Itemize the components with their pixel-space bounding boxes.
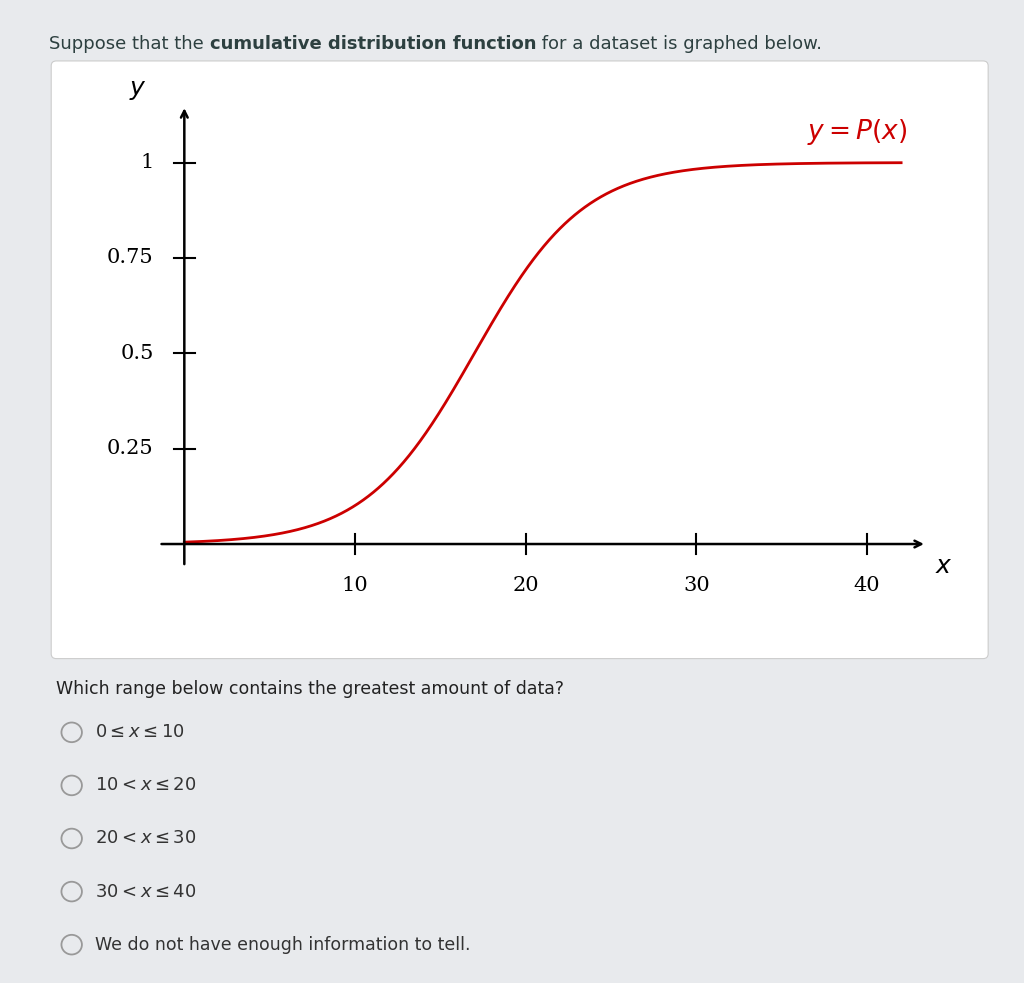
Text: Which range below contains the greatest amount of data?: Which range below contains the greatest … [56,680,564,698]
Text: 0.5: 0.5 [120,344,154,363]
Text: We do not have enough information to tell.: We do not have enough information to tel… [95,936,471,954]
Text: 30: 30 [683,576,710,596]
Text: $30 < x \leq 40$: $30 < x \leq 40$ [95,883,197,900]
Text: $x$: $x$ [935,555,953,578]
Text: 40: 40 [854,576,881,596]
Text: 0.75: 0.75 [106,249,154,267]
Text: $0 \leq x \leq 10$: $0 \leq x \leq 10$ [95,723,185,741]
Text: 20: 20 [512,576,539,596]
Text: $y = P(x)$: $y = P(x)$ [807,117,907,147]
Text: $20 < x \leq 30$: $20 < x \leq 30$ [95,830,197,847]
Text: cumulative distribution function: cumulative distribution function [210,35,537,53]
Text: 1: 1 [140,153,154,172]
Text: 0.25: 0.25 [106,439,154,458]
Text: for a dataset is graphed below.: for a dataset is graphed below. [537,35,822,53]
Text: Suppose that the: Suppose that the [49,35,210,53]
Text: $y$: $y$ [129,79,146,101]
Text: $10 < x \leq 20$: $10 < x \leq 20$ [95,777,197,794]
Text: 10: 10 [342,576,369,596]
